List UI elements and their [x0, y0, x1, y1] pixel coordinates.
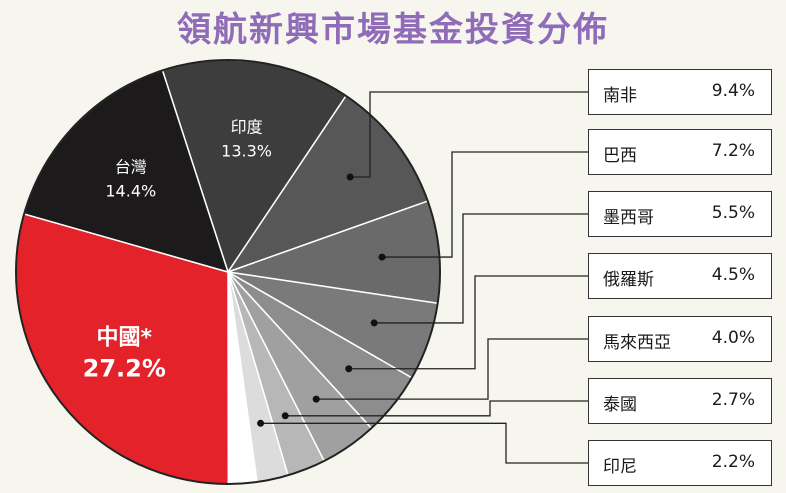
leader-dot-2: [370, 319, 378, 327]
legend-value: 2.2%: [711, 452, 755, 472]
legend-name: 南非: [603, 86, 637, 106]
legend-item-thailand: 泰國 2.7%: [588, 378, 772, 424]
legend-item-mexico: 墨西哥 5.5%: [588, 191, 772, 237]
legend-item-malaysia: 馬來西亞 4.0%: [588, 316, 772, 362]
slice-value-label: 27.2%: [83, 354, 166, 382]
leader-line-3: [348, 275, 588, 370]
leader-line-2: [374, 213, 588, 324]
legend-value: 4.5%: [711, 265, 755, 285]
legend-item-brazil: 巴西 7.2%: [588, 129, 772, 175]
leader-line-4: [316, 338, 588, 400]
leader-line-0: [350, 91, 588, 178]
legend-value: 7.2%: [711, 141, 755, 161]
leader-line-5: [285, 400, 588, 417]
legend-name: 俄羅斯: [603, 270, 654, 290]
slice-name-label: 印度: [231, 117, 263, 136]
legend-name: 巴西: [603, 146, 637, 166]
legend-item-russia: 俄羅斯 4.5%: [588, 253, 772, 299]
legend-name: 馬來西亞: [603, 333, 671, 353]
leader-dot-6: [257, 419, 265, 427]
chart-title: 領航新興市場基金投資分佈: [177, 10, 609, 50]
legend-value: 9.4%: [711, 81, 755, 101]
legend-item-indonesia: 印尼 2.2%: [588, 440, 772, 486]
leader-dot-5: [281, 412, 289, 420]
slice-value-label: 14.4%: [105, 181, 156, 200]
leader-dot-3: [345, 365, 353, 373]
leader-dot-4: [312, 395, 320, 403]
slice-value-label: 13.3%: [221, 141, 272, 160]
legend-value: 5.5%: [711, 203, 755, 223]
legend-name: 墨西哥: [603, 208, 654, 228]
legend-value: 2.7%: [711, 390, 755, 410]
leader-dot-0: [346, 173, 354, 181]
legend-item-south-africa: 南非 9.4%: [588, 69, 772, 115]
slice-name-label: 台灣: [115, 157, 147, 176]
leader-line-6: [260, 422, 588, 464]
slice-name-label: 中國*: [97, 325, 153, 350]
leader-dot-1: [378, 253, 386, 261]
legend-value: 4.0%: [711, 328, 755, 348]
leader-line-1: [382, 151, 588, 258]
legend-name: 泰國: [603, 395, 637, 415]
pie-outline: [15, 59, 441, 485]
legend-name: 印尼: [603, 457, 637, 477]
